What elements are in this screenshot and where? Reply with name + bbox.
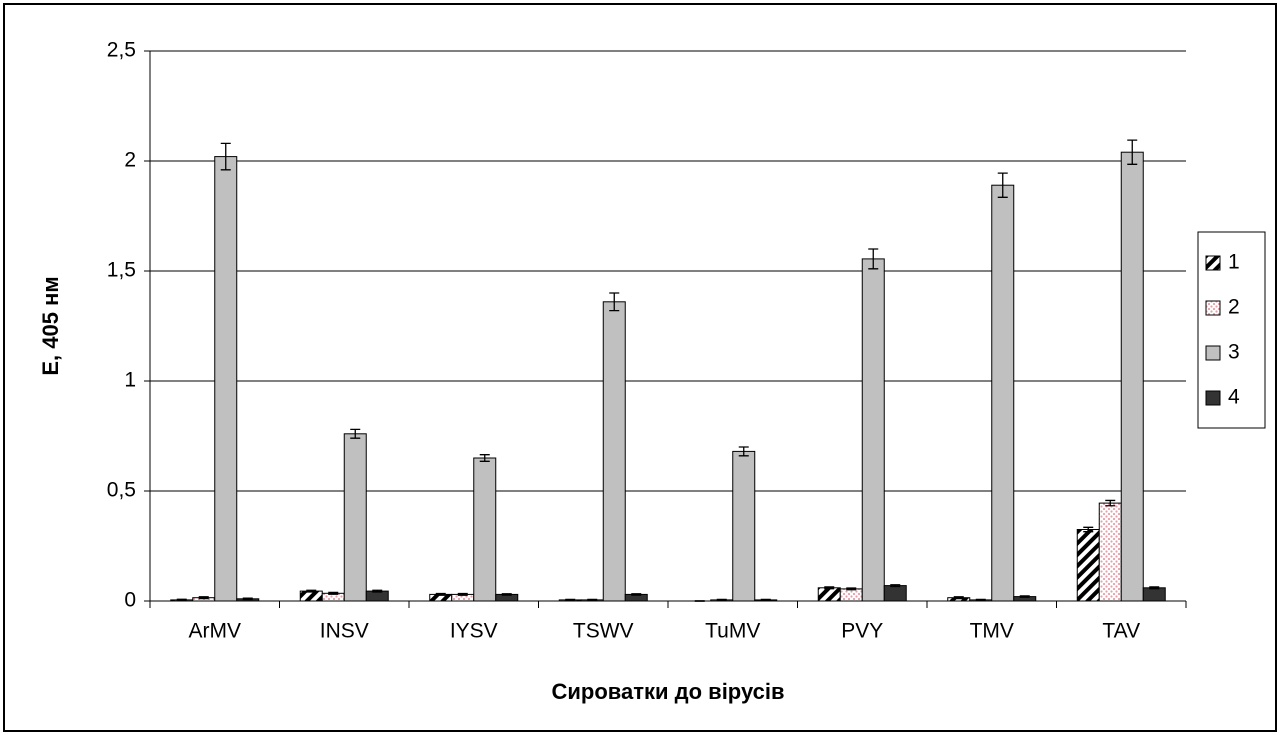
error-bar [1083,526,1094,533]
y-tick-label: 2,5 [107,39,136,62]
error-bar [1019,595,1030,598]
error-bar [479,454,490,462]
y-tick-label: 2 [124,149,136,172]
error-bar [242,597,253,601]
y-tick-label: 0,5 [107,479,136,502]
legend-label: 3 [1228,341,1240,364]
bar [1098,502,1122,602]
legend-swatch [1205,345,1221,361]
error-bar [565,598,576,601]
y-axis-label: Е, 405 нм [38,276,63,375]
x-tick-label: INSV [320,620,369,643]
x-tick-label: TSWV [573,620,634,643]
error-bar [738,446,749,457]
bar [602,301,626,602]
error-bar [372,589,383,593]
x-tick-label: TAV [1102,620,1140,643]
legend-label: 1 [1228,251,1240,274]
error-bar [997,172,1008,198]
bar [883,585,907,602]
error-bar [846,587,857,591]
error-bar [953,596,964,600]
legend-swatch [1205,255,1221,271]
bar [991,184,1015,602]
x-tick-label: TMV [970,620,1014,643]
error-bar [631,593,642,596]
bar [1142,587,1166,602]
error-bar [760,598,771,601]
x-axis-label: Сироватки до вірусів [551,679,784,704]
x-tick-label: TuMV [705,620,760,643]
error-bar [890,584,901,588]
error-bar [868,248,879,270]
error-bar [435,592,446,596]
error-bar [220,142,231,171]
error-bar [350,428,361,439]
bar [839,588,863,602]
bar [214,156,238,602]
y-tick-label: 1 [124,369,136,392]
bar [1120,151,1144,602]
x-tick-label: ArMV [189,620,242,643]
error-bar [176,598,187,602]
x-tick-label: IYSV [450,620,498,643]
error-bar [587,598,598,601]
x-tick-label: PVY [841,620,883,643]
error-bar [1149,586,1160,590]
bar [861,258,885,602]
bar [817,587,841,602]
error-bar [457,592,468,596]
bar [1076,529,1100,602]
legend-label: 2 [1228,296,1240,319]
y-tick-label: 0 [124,589,136,612]
error-bar [609,292,620,312]
y-tick-label: 1,5 [107,259,136,282]
bar [473,457,497,602]
error-bar [198,596,209,600]
error-bar [716,598,727,601]
legend-label: 4 [1228,386,1240,409]
error-bar [328,591,339,595]
error-bar [975,598,986,601]
bar [732,450,756,602]
bar [343,433,367,602]
error-bar [824,586,835,590]
error-bar [1127,139,1138,165]
error-bar [1105,499,1116,507]
error-bar [501,593,512,596]
error-bar [306,589,317,593]
legend-swatch [1205,300,1221,316]
legend-swatch [1205,390,1221,406]
